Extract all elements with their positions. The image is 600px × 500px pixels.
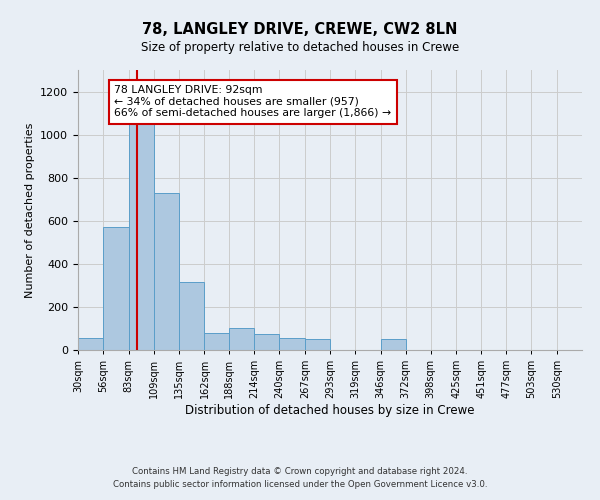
Bar (279, 338, 305, 350)
Text: 78 LANGLEY DRIVE: 92sqm
← 34% of detached houses are smaller (957)
66% of semi-d: 78 LANGLEY DRIVE: 92sqm ← 34% of detache… (115, 85, 392, 118)
Text: Contains HM Land Registry data © Crown copyright and database right 2024.: Contains HM Land Registry data © Crown c… (132, 467, 468, 476)
Bar (154, 193, 179, 350)
Bar (205, 333, 229, 350)
Bar (305, 339, 330, 350)
Bar (229, 328, 254, 350)
Y-axis label: Number of detached properties: Number of detached properties (25, 122, 35, 298)
X-axis label: Distribution of detached houses by size in Crewe: Distribution of detached houses by size … (185, 404, 475, 417)
Text: Size of property relative to detached houses in Crewe: Size of property relative to detached ho… (141, 41, 459, 54)
Bar (78, 338, 103, 350)
Bar (129, 92, 154, 350)
Bar (381, 339, 406, 350)
Bar (103, 227, 129, 350)
Bar (179, 282, 205, 350)
Bar (254, 334, 279, 350)
Text: 78, LANGLEY DRIVE, CREWE, CW2 8LN: 78, LANGLEY DRIVE, CREWE, CW2 8LN (142, 22, 458, 38)
Text: Contains public sector information licensed under the Open Government Licence v3: Contains public sector information licen… (113, 480, 487, 489)
